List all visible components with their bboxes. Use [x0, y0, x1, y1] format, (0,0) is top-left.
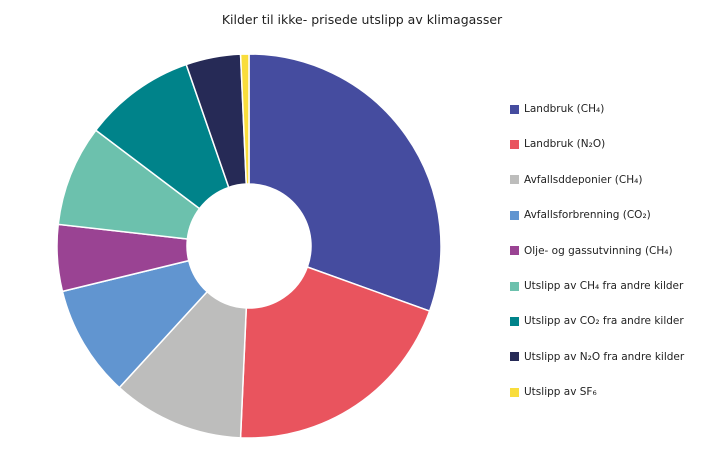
- legend-swatch: [510, 175, 519, 185]
- legend-label: Landbruk (CH₄): [524, 103, 605, 115]
- legend-label: Avfallsforbrenning (CO₂): [524, 209, 651, 222]
- legend-swatch: [510, 316, 519, 326]
- legend-swatch: [510, 246, 519, 256]
- slice-8: [239, 53, 250, 185]
- legend-item: Utslipp av N₂O fra andre kilder: [510, 351, 684, 363]
- legend-item: Landbruk (N₂O): [510, 138, 605, 150]
- legend-item: Utslipp av CO₂ fra andre kilder: [510, 315, 684, 327]
- legend-label: Utslipp av CH₄ fra andre kilder: [524, 280, 684, 292]
- legend-swatch: [510, 139, 519, 149]
- legend-swatch: [510, 352, 519, 362]
- legend-item: Utslipp av SF₆: [510, 386, 597, 398]
- legend-swatch: [510, 387, 519, 397]
- legend-label: Utslipp av SF₆: [524, 386, 597, 399]
- slice-1: [239, 266, 431, 439]
- slice-2: [118, 290, 248, 439]
- legend-item: Avfallsforbrenning (CO₂): [510, 209, 651, 221]
- legend-label: Utslipp av CO₂ fra andre kilder: [524, 315, 684, 328]
- legend-item: Avfallsddeponier (CH₄): [510, 174, 642, 186]
- legend-swatch: [510, 210, 519, 220]
- legend-item: Olje- og gassutvinning (CH₄): [510, 245, 673, 257]
- legend-item: Utslipp av CH₄ fra andre kilder: [510, 280, 683, 292]
- legend-label: Landbruk (N₂O): [524, 138, 606, 151]
- legend-swatch: [510, 104, 519, 114]
- legend-swatch: [510, 281, 519, 291]
- legend-label: Avfallsddeponier (CH₄): [524, 173, 643, 186]
- slice-0: [248, 53, 442, 312]
- legend-label: Utslipp av N₂O fra andre kilder: [524, 350, 685, 363]
- legend-item: Landbruk (CH₄): [510, 103, 604, 115]
- chart-title: Kilder til ikke- prisede utslipp av klim…: [221, 12, 503, 27]
- legend-label: Olje- og gassutvinning (CH₄): [524, 244, 673, 257]
